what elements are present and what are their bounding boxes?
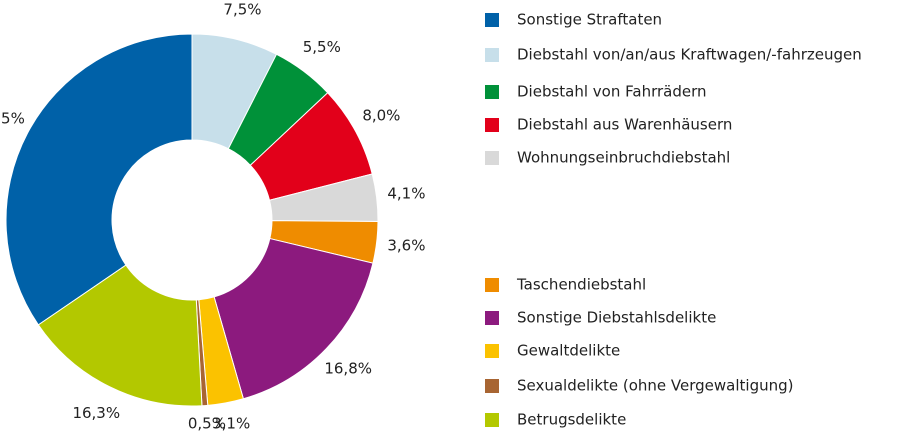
legend-label: Diebstahl von/an/aus Kraftwagen/-fahrzeu… <box>517 46 862 64</box>
data-label: 16,3% <box>72 404 120 422</box>
data-label: 3,1% <box>212 415 250 432</box>
legend-label: Diebstahl aus Warenhäusern <box>517 116 732 134</box>
legend-swatch <box>485 311 499 325</box>
legend-swatch <box>485 379 499 393</box>
data-label: 7,5% <box>223 0 261 18</box>
legend-label: Sonstige Diebstahlsdelikte <box>517 309 716 327</box>
data-label: 4,1% <box>387 184 425 202</box>
donut-segment <box>213 237 374 400</box>
legend-swatch <box>485 151 499 165</box>
legend-swatch <box>485 278 499 292</box>
data-label: 34,5% <box>0 110 25 128</box>
legend-swatch <box>485 118 499 132</box>
data-label: 16,8% <box>324 360 372 378</box>
legend-label: Betrugsdelikte <box>517 411 626 429</box>
legend-swatch <box>485 344 499 358</box>
legend-label: Gewaltdelikte <box>517 342 620 360</box>
legend-label: Diebstahl von Fahrrädern <box>517 83 707 101</box>
legend-label: Sexualdelikte (ohne Vergewaltigung) <box>517 377 793 395</box>
data-label: 5,5% <box>303 38 341 56</box>
data-label: 3,6% <box>387 237 425 255</box>
legend-label: Wohnungseinbruchdiebstahl <box>517 149 730 167</box>
donut-segment <box>5 33 193 326</box>
data-label: 8,0% <box>362 107 400 125</box>
legend-swatch <box>485 13 499 27</box>
legend-label: Taschendiebstahl <box>516 276 646 294</box>
legend-swatch <box>485 48 499 62</box>
legend-label: Sonstige Straftaten <box>517 11 662 29</box>
legend-swatch <box>485 413 499 427</box>
legend-swatch <box>485 85 499 99</box>
donut-segment <box>37 264 203 407</box>
data-label: 0,5% <box>188 415 226 432</box>
